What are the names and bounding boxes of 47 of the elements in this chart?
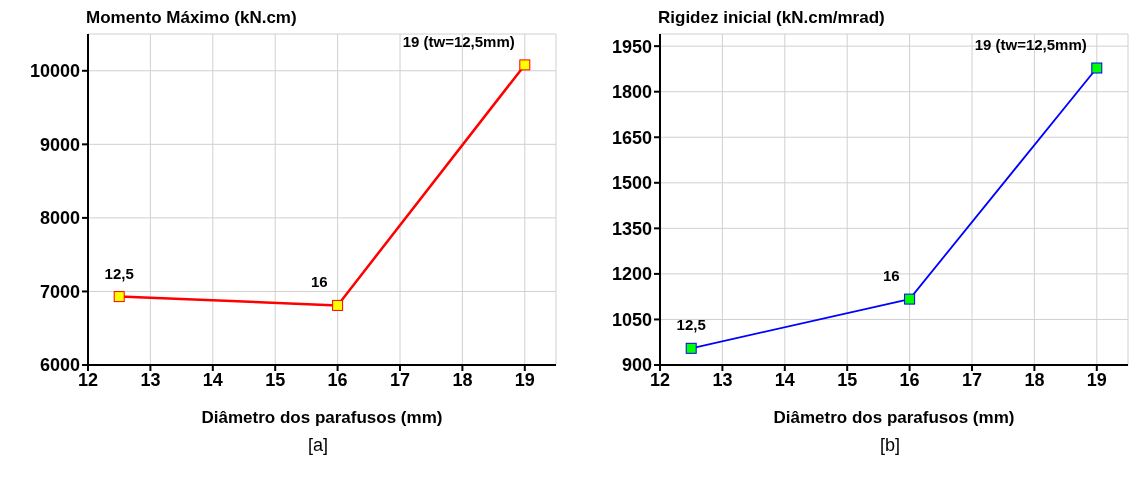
y-tick-label: 9000 (39, 134, 80, 155)
chart-title: Rigidez inicial (kN.cm/mrad) (658, 8, 886, 29)
x-tick-label: 19 (1086, 369, 1107, 390)
x-axis-title: Diâmetro dos parafusos (mm) (201, 408, 443, 427)
y-tick-label: 1200 (611, 264, 652, 285)
x-tick-label: 18 (452, 369, 473, 390)
y-tick-label: 1950 (611, 36, 652, 57)
point (685, 342, 697, 354)
y-tick-label: 900 (621, 355, 652, 376)
y-tick-label: 1650 (611, 127, 652, 148)
annotation: 19 (tw=12,5mm) (402, 32, 515, 50)
point (904, 293, 916, 305)
annotation: 19 (tw=12,5mm) (974, 36, 1087, 54)
point (519, 59, 531, 71)
y-tick-label: 1050 (611, 309, 652, 330)
point (1091, 62, 1103, 74)
y-tick-label: 1350 (611, 218, 652, 239)
x-tick-label: 16 (327, 369, 348, 390)
x-tick-label: 17 (961, 369, 983, 390)
x-tick-label: 13 (140, 369, 161, 390)
text: [b] (879, 435, 901, 456)
x-tick-label: 13 (712, 369, 733, 390)
y-tick-label: 1500 (611, 173, 652, 194)
y-tick-label: 10000 (29, 61, 80, 82)
x-tick-label: 19 (514, 369, 535, 390)
x-tick-label: 14 (774, 369, 795, 390)
y-tick-label: 1800 (611, 82, 652, 103)
annotation: 16 (882, 267, 900, 285)
x-tick-label: 18 (1024, 369, 1045, 390)
y-tick-label: 8000 (39, 208, 80, 229)
point (113, 291, 125, 303)
x-tick-label: 12 (77, 369, 99, 390)
x-tick-label: 15 (265, 369, 286, 390)
x-tick-label: 15 (837, 369, 858, 390)
x-tick-label: 12 (649, 369, 671, 390)
chart-title: Momento Máximo (kN.cm) (86, 8, 298, 29)
point (332, 299, 344, 311)
annotation: 12,5 (676, 316, 706, 334)
x-axis-title: Diâmetro dos parafusos (mm) (773, 408, 1015, 427)
annotation: 12,5 (104, 264, 134, 282)
text: [a] (307, 435, 329, 456)
x-tick-label: 16 (899, 369, 920, 390)
annotation: 16 (310, 273, 328, 291)
x-tick-label: 14 (202, 369, 223, 390)
y-tick-label: 7000 (39, 281, 80, 302)
y-tick-label: 6000 (39, 355, 80, 376)
x-tick-label: 17 (389, 369, 411, 390)
